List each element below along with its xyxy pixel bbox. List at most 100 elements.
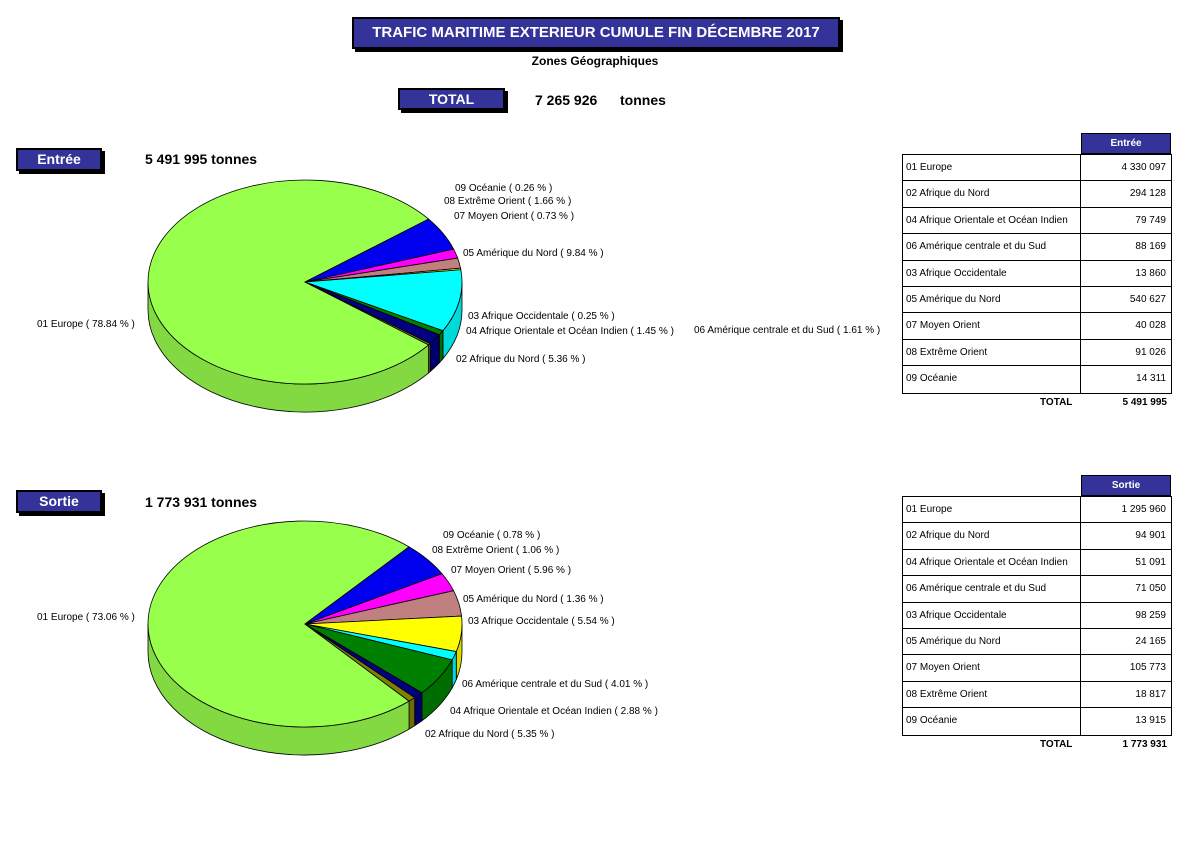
table-row: 05 Amérique du Nord 540 627 [903, 286, 1171, 314]
table-row: 02 Afrique du Nord 294 128 [903, 181, 1171, 208]
pie-slice-side [408, 696, 416, 730]
table-row: 01 Europe 4 330 097 [903, 155, 1171, 182]
pie-label: 06 Amérique centrale et du Sud ( 1.61 % … [694, 325, 880, 336]
table-row: 09 Océanie 13 915 [903, 708, 1171, 735]
pie-label: 09 Océanie ( 0.78 % ) [443, 530, 540, 541]
pie-slice-1 [147, 520, 410, 728]
pie-slice-9 [304, 623, 416, 702]
pie-label: 07 Moyen Orient ( 5.96 % ) [451, 565, 571, 576]
table-row: 03 Afrique Occidentale 98 259 [903, 602, 1171, 629]
table-cell-name: 05 Amérique du Nord [903, 628, 1081, 655]
table-row: 06 Amérique centrale et du Sud 71 050 [903, 576, 1171, 603]
table-cell-name: 08 Extrême Orient [903, 339, 1081, 366]
entree-table-header: Entrée [1081, 133, 1171, 154]
pie-label: 03 Afrique Occidentale ( 0.25 % ) [468, 311, 615, 322]
entree-table-total-label: TOTAL [1040, 397, 1073, 408]
pie-label: 01 Europe ( 78.84 % ) [37, 319, 135, 330]
table-row: 09 Océanie 14 311 [903, 366, 1171, 393]
sortie-table-total-value: 1 773 931 [1122, 739, 1168, 750]
table-cell-name: 03 Afrique Occidentale [903, 602, 1081, 628]
entree-table-grid: 01 Europe 4 330 097 02 Afrique du Nord 294… [902, 154, 1172, 394]
table-cell-value: 1 295 960 [1121, 504, 1167, 515]
table-cell-value: 540 627 [1129, 293, 1166, 305]
table-cell-value: 13 915 [1135, 715, 1166, 727]
table-row: 07 Moyen Orient 105 773 [903, 655, 1171, 682]
table-cell-name: 07 Moyen Orient [903, 655, 1081, 681]
page-title: TRAFIC MARITIME EXTERIEUR CUMULE FIN DÉC… [352, 17, 840, 49]
sortie-table-header: Sortie [1081, 475, 1171, 496]
table-row: 06 Amérique centrale et du Sud 88 169 [903, 234, 1171, 261]
table-cell-value: 105 773 [1129, 662, 1166, 674]
table-cell-name: 09 Océanie [903, 366, 1081, 393]
pie-label: 02 Afrique du Nord ( 5.36 % ) [456, 354, 586, 365]
pie-label: 02 Afrique du Nord ( 5.35 % ) [425, 729, 555, 740]
table-cell-name: 07 Moyen Orient [903, 313, 1081, 339]
sortie-table-total-label: TOTAL [1040, 739, 1073, 750]
pie-label: 01 Europe ( 73.06 % ) [37, 612, 135, 623]
pie-label: 05 Amérique du Nord ( 9.84 % ) [463, 248, 604, 259]
table-cell-value: 79 749 [1135, 214, 1166, 226]
table-row: 05 Amérique du Nord 24 165 [903, 628, 1171, 656]
pie-chart-1: 01 Europe ( 73.06 % ) 02 Afrique du Nord … [37, 520, 658, 756]
pie-label: 04 Afrique Orientale et Océan Indien ( 1… [466, 326, 674, 337]
pie-label: 05 Amérique du Nord ( 1.36 % ) [463, 594, 604, 605]
table-cell-name: 06 Amérique centrale et du Sud [903, 234, 1081, 260]
table-cell-name: 06 Amérique centrale et du Sud [903, 576, 1081, 602]
table-cell-value: 40 028 [1135, 320, 1166, 332]
table-cell-value: 88 169 [1135, 241, 1166, 253]
table-cell-value: 94 901 [1135, 530, 1166, 542]
table-row: 02 Afrique du Nord 94 901 [903, 523, 1171, 550]
table-cell-name: 04 Afrique Orientale et Océan Indien [903, 207, 1081, 234]
pie-chart-0: 01 Europe ( 78.84 % ) 02 Afrique du Nord … [37, 179, 880, 413]
table-cell-name: 08 Extrême Orient [903, 681, 1081, 708]
table-cell-value: 18 817 [1135, 688, 1166, 700]
sortie-total-tonnes: 1 773 931 tonnes [145, 494, 258, 510]
total-label: TOTAL [398, 88, 505, 110]
table-cell-name: 04 Afrique Orientale et Océan Indien [903, 549, 1081, 576]
pie-slice-side [414, 691, 423, 727]
table-cell-value: 24 165 [1135, 635, 1166, 647]
table-row: 04 Afrique Orientale et Océan Indien 51 0… [903, 549, 1171, 577]
table-row: 01 Europe 1 295 960 [903, 497, 1171, 524]
entree-total-tonnes: 5 491 995 tonnes [145, 151, 258, 167]
table-cell-value: 294 128 [1129, 188, 1166, 200]
table-cell-name: 02 Afrique du Nord [903, 523, 1081, 549]
pie-slice-9 [304, 281, 431, 346]
table-row: 03 Afrique Occidentale 13 860 [903, 260, 1171, 287]
entree-table-total-value: 5 491 995 [1122, 397, 1168, 408]
table-row: 07 Moyen Orient 40 028 [903, 313, 1171, 340]
pie-label: 08 Extrême Orient ( 1.06 % ) [432, 545, 559, 556]
table-cell-value: 98 259 [1135, 609, 1166, 621]
table-cell-name: 09 Océanie [903, 708, 1081, 735]
table-cell-name: 05 Amérique du Nord [903, 286, 1081, 313]
sortie-table-grid: 01 Europe 1 295 960 02 Afrique du Nord 94 … [902, 496, 1172, 736]
pie-label: 08 Extrême Orient ( 1.66 % ) [444, 196, 571, 207]
total-unit: tonnes [620, 92, 666, 108]
pie-label: 03 Afrique Occidentale ( 5.54 % ) [468, 616, 615, 627]
table-cell-value: 13 860 [1135, 267, 1166, 279]
pie-label: 09 Océanie ( 0.26 % ) [455, 183, 552, 194]
table-cell-value: 71 050 [1135, 583, 1166, 595]
pie-label: 07 Moyen Orient ( 0.73 % ) [454, 211, 574, 222]
table-cell-name: 01 Europe [903, 155, 1081, 181]
table-cell-name: 02 Afrique du Nord [903, 181, 1081, 207]
table-cell-value: 14 311 [1136, 373, 1166, 385]
pie-label: 04 Afrique Orientale et Océan Indien ( 2… [450, 706, 658, 717]
pie-slice-6 [304, 269, 463, 332]
table-cell-name: 01 Europe [903, 497, 1081, 523]
entree-section-label: Entrée [16, 148, 102, 171]
table-row: 08 Extrême Orient 18 817 [903, 681, 1171, 709]
table-row: 04 Afrique Orientale et Océan Indien 79 7… [903, 207, 1171, 235]
sortie-section-label: Sortie [16, 490, 102, 513]
page-subtitle: Zones Géographiques [531, 54, 659, 68]
table-cell-name: 03 Afrique Occidentale [903, 260, 1081, 286]
table-row: 08 Extrême Orient 91 026 [903, 339, 1171, 367]
pie-label: 06 Amérique centrale et du Sud ( 4.01 % … [462, 679, 648, 690]
table-cell-value: 91 026 [1135, 346, 1166, 358]
total-value: 7 265 926 [535, 92, 598, 108]
table-cell-value: 51 091 [1135, 556, 1166, 568]
table-cell-value: 4 330 097 [1121, 162, 1167, 173]
pie-slice-side [438, 329, 444, 364]
pie-slice-1 [147, 179, 430, 385]
